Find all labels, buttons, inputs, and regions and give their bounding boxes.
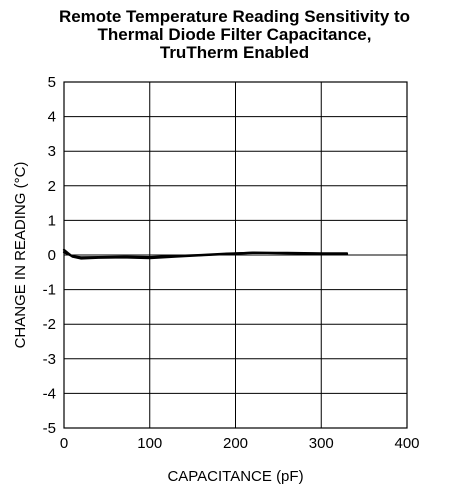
chart-title: Remote Temperature Reading Sensitivity t… — [0, 8, 469, 62]
y-tick-label: 0 — [48, 247, 56, 264]
x-tick-labels: 0 100 200 300 400 — [60, 435, 420, 452]
y-tick-label: 4 — [48, 109, 56, 126]
x-tick-label: 100 — [137, 435, 162, 452]
y-tick-labels: 5 4 3 2 1 0 -1 -2 -3 -4 -5 — [43, 74, 56, 437]
y-tick-label: 3 — [48, 143, 56, 160]
x-tick-label: 0 — [60, 435, 68, 452]
y-tick-label: 5 — [48, 74, 56, 91]
series-line-2 — [62, 251, 349, 259]
x-tick-label: 300 — [309, 435, 334, 452]
y-axis-label: CHANGE IN READING (°C) — [12, 162, 29, 349]
y-tick-label: 2 — [48, 178, 56, 195]
y-tick-label: -1 — [43, 282, 56, 299]
series-group — [62, 248, 349, 260]
y-tick-label: 1 — [48, 212, 56, 229]
x-axis-label: CAPACITANCE (pF) — [167, 468, 303, 485]
y-tick-label: -2 — [43, 316, 56, 333]
plot-frame — [63, 81, 408, 429]
x-tick-label: 400 — [394, 435, 419, 452]
chart-title-line-3: TruTherm Enabled — [159, 43, 310, 62]
chart-title-line-1: Remote Temperature Reading Sensitivity t… — [58, 7, 411, 26]
y-tick-label: -4 — [43, 385, 56, 402]
y-tick-label: -5 — [43, 420, 56, 437]
y-tick-label: -3 — [43, 351, 56, 368]
grid — [64, 82, 407, 428]
x-tick-label: 200 — [223, 435, 248, 452]
chart-title-line-2: Thermal Diode Filter Capacitance, — [97, 25, 372, 44]
